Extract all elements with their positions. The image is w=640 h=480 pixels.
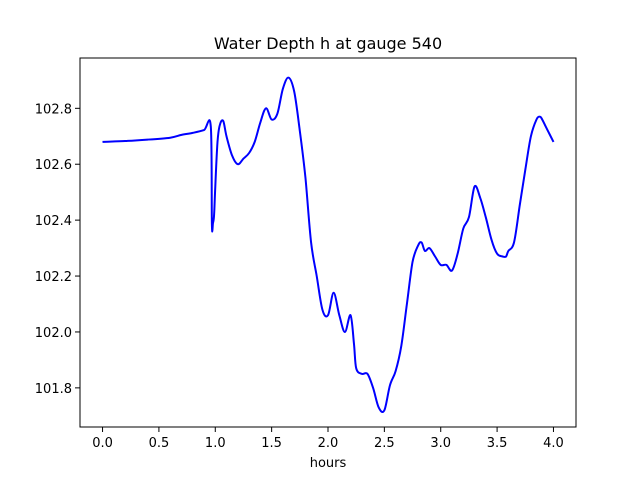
y-tick-label: 102.8 [35, 102, 72, 117]
x-tick-label: 4.0 [543, 436, 564, 451]
x-axis-label: hours [310, 456, 347, 471]
x-tick-label: 3.5 [487, 436, 508, 451]
x-tick-label: 0.5 [149, 436, 170, 451]
plot-frame [79, 57, 577, 428]
x-tick-label: 3.0 [430, 436, 451, 451]
series-line [102, 76, 555, 413]
y-tick-label: 102.2 [35, 270, 72, 285]
chart-title: Water Depth h at gauge 540 [214, 34, 442, 53]
y-tick-label: 102.0 [35, 326, 72, 341]
x-axis: 0.0 0.5 1.0 1.5 2.0 2.5 3.0 3.5 4.0 [92, 427, 564, 451]
y-tick-label: 102.4 [35, 214, 72, 229]
y-axis: 101.8 102.0 102.2 102.4 102.6 102.8 [35, 102, 80, 397]
x-tick-label: 1.0 [205, 436, 226, 451]
x-tick-label: 0.0 [92, 436, 113, 451]
y-tick-label: 102.6 [35, 158, 72, 173]
x-tick-label: 2.0 [318, 436, 339, 451]
x-tick-label: 1.5 [261, 436, 282, 451]
y-tick-label: 101.8 [35, 382, 72, 397]
x-tick-label: 2.5 [374, 436, 395, 451]
plot-area [102, 76, 555, 413]
